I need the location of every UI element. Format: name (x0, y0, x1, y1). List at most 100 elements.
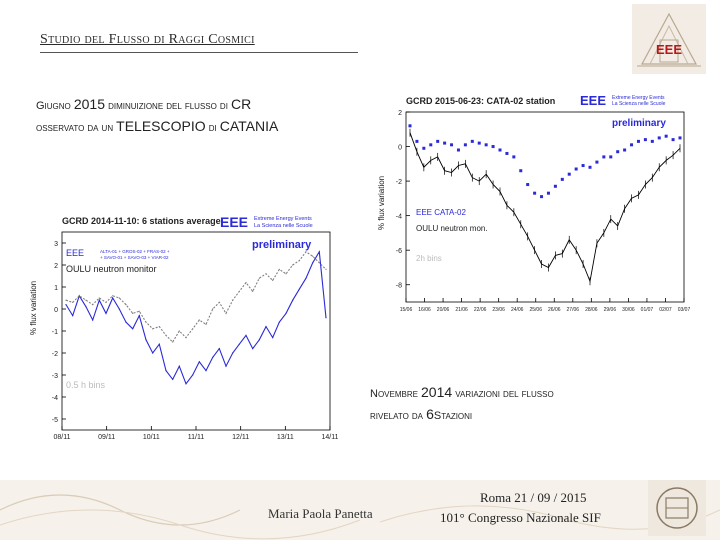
caption-june-cr: CR (230, 96, 252, 112)
chart-6stations-point (312, 262, 314, 264)
chart-6stations-point (312, 255, 314, 257)
chart-6stations-point (92, 319, 94, 321)
chart-6stations-point (152, 352, 154, 354)
chart-6stations-ytick-label: -5 (52, 417, 58, 424)
chart-6stations-point (152, 328, 154, 330)
chart-6stations-point (285, 312, 287, 314)
chart-6stations-point (165, 370, 167, 372)
chart-cata02-point (567, 172, 571, 176)
chart-6stations-ytick-label: 3 (54, 241, 58, 248)
chart-6stations-point (85, 306, 87, 308)
chart-cata02-xtick-label: 30/06 (622, 307, 635, 313)
chart-6stations-point (125, 321, 127, 323)
chart-cata02-ylabel: % flux variation (377, 176, 386, 230)
chart-6stations-point (272, 337, 274, 339)
chart-6stations-point (112, 295, 114, 297)
chart-6stations-point (298, 288, 300, 290)
chart-6stations-annotation: preliminary (252, 239, 312, 251)
chart-6stations-point (125, 304, 127, 306)
footer-event-date: Roma 21 / 09 / 2015 (480, 490, 587, 505)
chart-6stations-point (165, 334, 167, 336)
chart-6stations-xtick-label: 13/11 (277, 434, 294, 441)
chart-6stations-point (318, 262, 320, 264)
chart-6stations-point (265, 273, 267, 275)
chart-6stations-point (318, 251, 320, 253)
chart-cata02-point (526, 183, 530, 187)
chart-6stations-point (252, 290, 254, 292)
caption-june-observed: osservato da un (36, 122, 114, 134)
chart-6stations-point (158, 326, 160, 328)
chart-6stations-point (238, 290, 240, 292)
chart-6stations-point (92, 304, 94, 306)
chart-cata02-point (664, 134, 668, 138)
chart-6stations-frame (61, 231, 331, 431)
chart-cata02-xtick-label: 28/06 (585, 307, 598, 313)
chart-6stations-point (98, 297, 100, 299)
chart-6stations-brand-sub1: Extreme Energy Events (254, 216, 312, 222)
chart-6stations-point (105, 301, 107, 303)
chart-6stations-ytick-label: 2 (54, 263, 58, 270)
chart-6stations-point (225, 312, 227, 314)
chart-6stations-point (218, 348, 220, 350)
chart-cata02-point (636, 139, 640, 143)
footer-event-congress: 101° Congresso Nazionale SIF (440, 510, 601, 525)
chart-6stations-ytick-label: -4 (52, 395, 58, 402)
chart-6stations-point (105, 312, 107, 314)
caption-june-month: Giugno (36, 100, 71, 112)
chart-6stations-point (112, 297, 114, 299)
title-underline (40, 52, 358, 53)
chart-6stations-point (325, 268, 327, 270)
chart-cata02-ytick-label: 0 (398, 145, 402, 152)
chart-6stations-point (118, 308, 120, 310)
caption-june-di: di (208, 122, 217, 134)
chart-6stations-ytick-label: -3 (52, 373, 58, 380)
chart-6stations-point (212, 356, 214, 358)
chart-6stations-xtick-label: 14/11 (322, 434, 339, 441)
chart-6stations-ylabel: % flux variation (29, 281, 38, 335)
chart-cata02-point (422, 146, 426, 150)
chart-cata02-brand-sub1: Extreme Energy Events (612, 95, 665, 101)
chart-6stations-point (192, 328, 194, 330)
chart-6stations-point (132, 328, 134, 330)
chart-cata02-point (477, 141, 481, 145)
chart-cata02-point (630, 143, 634, 147)
chart-6stations-point (65, 304, 67, 306)
chart-6stations-point (292, 264, 294, 266)
caption-november-text: variazioni del flusso (455, 388, 554, 400)
chart-6stations-point (265, 326, 267, 328)
footer-author: Maria Paola Panetta (268, 506, 373, 521)
chart-cata02-point (657, 136, 661, 140)
chart-6stations-xtick-label: 08/11 (54, 434, 71, 441)
caption-june-telescope: TELESCOPIO (116, 118, 206, 134)
chart-6stations-legend-eee: EEE (66, 248, 84, 258)
chart-cata02-xtick-label: 21/06 (455, 307, 468, 313)
chart-6stations-ytick-label: 1 (54, 285, 58, 292)
chart-cata02-xtick-label: 15/06 (400, 307, 413, 313)
sif-logo-bottom (648, 480, 706, 536)
caption-june-line1: Giugno 2015 diminuizione del flusso di C… (36, 96, 251, 112)
chart-6stations-point (305, 251, 307, 253)
chart-6stations-point (138, 310, 140, 312)
chart-6stations-point (272, 279, 274, 281)
chart-cata02-point (650, 139, 654, 143)
chart-cata02-xtick-label: 23/06 (492, 307, 505, 313)
chart-cata02-annotation: preliminary (612, 118, 666, 129)
footer-decoration (0, 480, 720, 540)
chart-cata02-xtick-label: 16/06 (418, 307, 431, 313)
chart-cata02-point (505, 151, 509, 155)
caption-november-line1: Novembre 2014 variazioni del flusso (370, 384, 554, 400)
chart-cata02-point (533, 191, 537, 195)
chart-cata02-point (643, 138, 647, 142)
chart-6stations-xtick-label: 12/11 (232, 434, 249, 441)
caption-november-month: Novembre (370, 388, 418, 400)
chart-6stations-point (145, 321, 147, 323)
chart-6stations-point (285, 273, 287, 275)
chart-cata02-point (498, 148, 502, 152)
chart-cata02-legend-oulu: OULU neutron mon. (416, 224, 488, 233)
caption-november-stations: Stazioni (433, 410, 473, 422)
chart-6stations-point (192, 374, 194, 376)
caption-november-year: 2014 (421, 384, 453, 400)
chart-cata02-point (491, 145, 495, 149)
chart-cata02-point (560, 177, 564, 181)
